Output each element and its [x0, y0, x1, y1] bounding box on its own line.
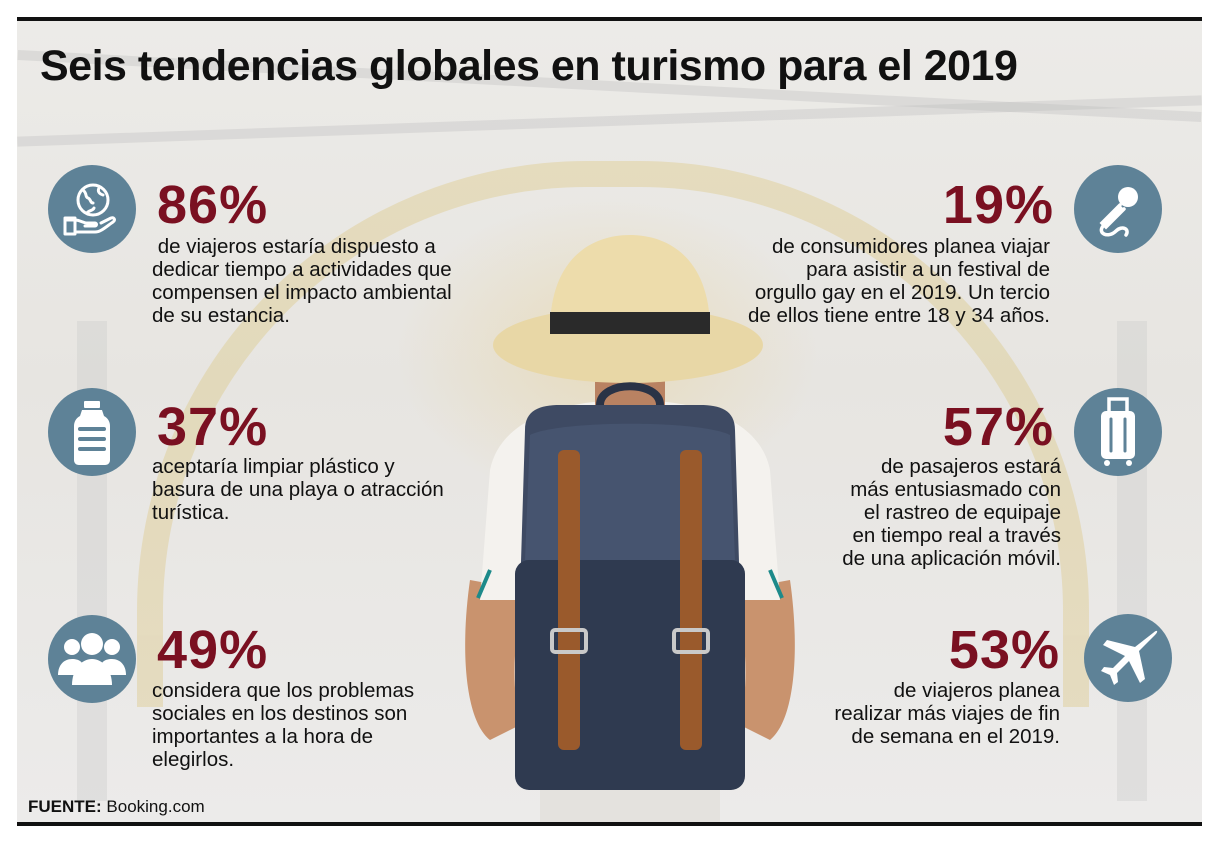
- top-rule: [17, 17, 1202, 21]
- description-line: más entusiasmado con: [850, 478, 1061, 501]
- stat-percent: 37%: [157, 397, 269, 457]
- description-line: el rastreo de equipaje: [863, 501, 1061, 524]
- description-line: realizar más viajes de fin: [834, 702, 1060, 725]
- suitcase-icon: [1074, 388, 1162, 476]
- page-title: Seis tendencias globales en turismo para…: [40, 42, 1018, 90]
- microphone-icon: [1074, 165, 1162, 253]
- stat-percent: 49%: [157, 620, 269, 680]
- stat-description: de viajeros planea realizar más viajes d…: [834, 679, 1060, 748]
- description-line: de su estancia.: [152, 304, 290, 327]
- stat-description: aceptaría limpiar plástico y basura de u…: [152, 455, 444, 524]
- description-line: de ellos tiene entre 18 y 34 años.: [747, 304, 1050, 327]
- globe-hand-icon: [48, 165, 136, 253]
- stat-percent: 86%: [157, 175, 269, 235]
- description-line: de viajeros estaría dispuesto a: [152, 235, 436, 258]
- stat-description: considera que los problemas sociales en …: [152, 679, 414, 771]
- description-line: orgullo gay en el 2019. Un tercio: [754, 281, 1050, 304]
- description-line: compensen el impacto ambiental: [152, 281, 452, 304]
- source-value: Booking.com: [106, 797, 205, 816]
- description-line: basura de una playa o atracción: [152, 478, 444, 501]
- description-line: en tiempo real a través: [852, 524, 1061, 547]
- description-line: de una aplicación móvil.: [842, 547, 1061, 570]
- description-line: de consumidores planea viajar: [771, 235, 1050, 258]
- people-group-icon: [48, 615, 136, 703]
- stat-percent: 19%: [942, 175, 1054, 235]
- description-line: sociales en los destinos son: [152, 702, 408, 725]
- stat-description: de viajeros estaría dispuesto a dedicar …: [152, 235, 452, 327]
- description-line: aceptaría limpiar plástico y: [152, 455, 395, 478]
- source-credit: FUENTE: Booking.com: [28, 797, 205, 817]
- description-line: de viajeros planea: [893, 679, 1060, 702]
- description-line: de semana en el 2019.: [851, 725, 1060, 748]
- traveler-illustration: [465, 235, 795, 822]
- description-line: de pasajeros estará: [880, 455, 1061, 478]
- source-label: FUENTE:: [28, 797, 102, 816]
- stat-percent: 57%: [942, 397, 1054, 457]
- bottom-rule: [17, 822, 1202, 826]
- description-line: para asistir a un festival de: [806, 258, 1050, 281]
- description-line: dedicar tiempo a actividades que: [152, 258, 452, 281]
- stat-percent: 53%: [948, 620, 1060, 680]
- water-bottle-icon: [48, 388, 136, 476]
- description-line: considera que los problemas: [152, 679, 415, 702]
- airplane-icon: [1084, 614, 1172, 702]
- description-line: turística.: [152, 501, 230, 524]
- stat-description: de pasajeros estará más entusiasmado con…: [842, 455, 1061, 570]
- description-line: elegirlos.: [152, 748, 235, 771]
- description-line: importantes a la hora de: [152, 725, 374, 748]
- stat-description: de consumidores planea viajar para asist…: [748, 235, 1050, 327]
